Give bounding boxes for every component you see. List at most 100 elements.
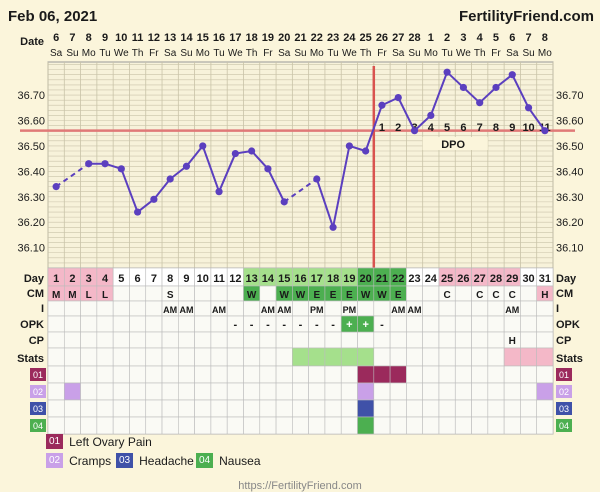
table-cell (324, 416, 342, 435)
temperature-point (248, 147, 256, 155)
table-cell (340, 365, 358, 384)
table-cell (129, 300, 147, 317)
opk-value: - (331, 319, 335, 331)
table-cell (275, 347, 293, 367)
table-cell (520, 416, 538, 435)
table-cell (438, 399, 456, 418)
opk-value: + (346, 319, 352, 331)
table-cell (471, 382, 489, 401)
table-cell (226, 331, 244, 349)
table-cell (129, 365, 147, 384)
intercourse-value: AM (179, 305, 193, 315)
table-cell (373, 416, 391, 435)
table-cell (308, 331, 326, 349)
date-label: 5 (493, 32, 499, 44)
row-label-right-day: Day (556, 273, 577, 285)
table-cell (178, 347, 195, 367)
series-segment (429, 71, 449, 116)
opk-positive-cell (357, 315, 375, 333)
table-cell (324, 347, 342, 367)
temperature-point (362, 147, 370, 155)
table-cell (275, 331, 293, 349)
table-cell (275, 416, 293, 435)
dpo-label: 4 (428, 122, 435, 134)
weekday-label: Fr (263, 48, 273, 59)
cycle-day-label: 30 (522, 273, 534, 285)
cycle-day-label: 24 (425, 273, 438, 285)
table-cell (503, 416, 521, 435)
intercourse-value: AM (505, 305, 519, 315)
cp-value: H (509, 336, 516, 347)
cycle-day-label: 6 (135, 273, 141, 285)
table-cell (63, 300, 81, 317)
table-cell (178, 331, 195, 349)
table-cell (389, 399, 407, 418)
table-cell (406, 347, 423, 367)
temperature-point (345, 142, 353, 150)
table-cell (357, 347, 375, 367)
table-cell (210, 365, 228, 384)
cycle-day-label: 19 (343, 273, 355, 285)
date-label: 3 (460, 32, 466, 44)
table-cell (503, 382, 521, 401)
date-label: 27 (392, 32, 404, 44)
cycle-day-label: 18 (327, 273, 339, 285)
symptom-code-badge-right (556, 368, 572, 381)
table-cell (145, 285, 163, 302)
table-cell (487, 382, 505, 401)
table-cell (80, 399, 98, 418)
table-cell (210, 315, 228, 333)
table-cell (324, 365, 342, 384)
temperature-point (215, 188, 223, 196)
series-segment (511, 74, 530, 109)
table-cell (471, 300, 489, 317)
table-cell (145, 347, 163, 367)
table-cell (536, 365, 554, 384)
table-cell (454, 365, 472, 384)
table-cell (438, 416, 456, 435)
table-cell (112, 285, 130, 302)
temperature-point (264, 165, 272, 173)
table-cell (112, 300, 130, 317)
cm-value: M (52, 290, 60, 301)
date-label: 16 (213, 32, 225, 44)
table-cell (63, 347, 81, 367)
date-label: 7 (69, 32, 75, 44)
table-cell (308, 347, 326, 367)
table-cell (96, 315, 114, 333)
table-cell (340, 382, 358, 401)
weekday-label: Mo (538, 48, 552, 59)
table-cell (129, 416, 147, 435)
cm-value: W (279, 290, 289, 301)
dpo-label-box (422, 137, 488, 151)
table-cell (129, 331, 147, 349)
date-label: 19 (262, 32, 274, 44)
table-cell (536, 416, 554, 435)
table-cell (129, 399, 147, 418)
y-tick-label-right: 36.30 (556, 192, 584, 204)
temperature-point (524, 104, 533, 112)
table-cell (292, 347, 309, 367)
table-cell (226, 347, 244, 367)
series-segment (413, 114, 432, 132)
table-cell (520, 399, 538, 418)
date-label: 6 (509, 32, 515, 44)
series-segment (250, 150, 269, 170)
cm-value: E (395, 290, 402, 301)
table-cell (259, 416, 277, 435)
table-cell (308, 382, 326, 401)
opk-value: - (299, 319, 303, 331)
table-cell (536, 331, 554, 349)
table-cell (292, 382, 309, 401)
date-label: 7 (526, 32, 532, 44)
table-cell (536, 382, 554, 401)
table-cell (129, 347, 147, 367)
table-cell (438, 331, 456, 349)
temperature-point (150, 195, 158, 203)
table-cell (210, 382, 228, 401)
row-label-cm: CM (27, 288, 44, 300)
table-cell (194, 382, 212, 401)
table-cell (63, 331, 81, 349)
table-cell (454, 347, 472, 367)
cm-value: E (313, 290, 320, 301)
